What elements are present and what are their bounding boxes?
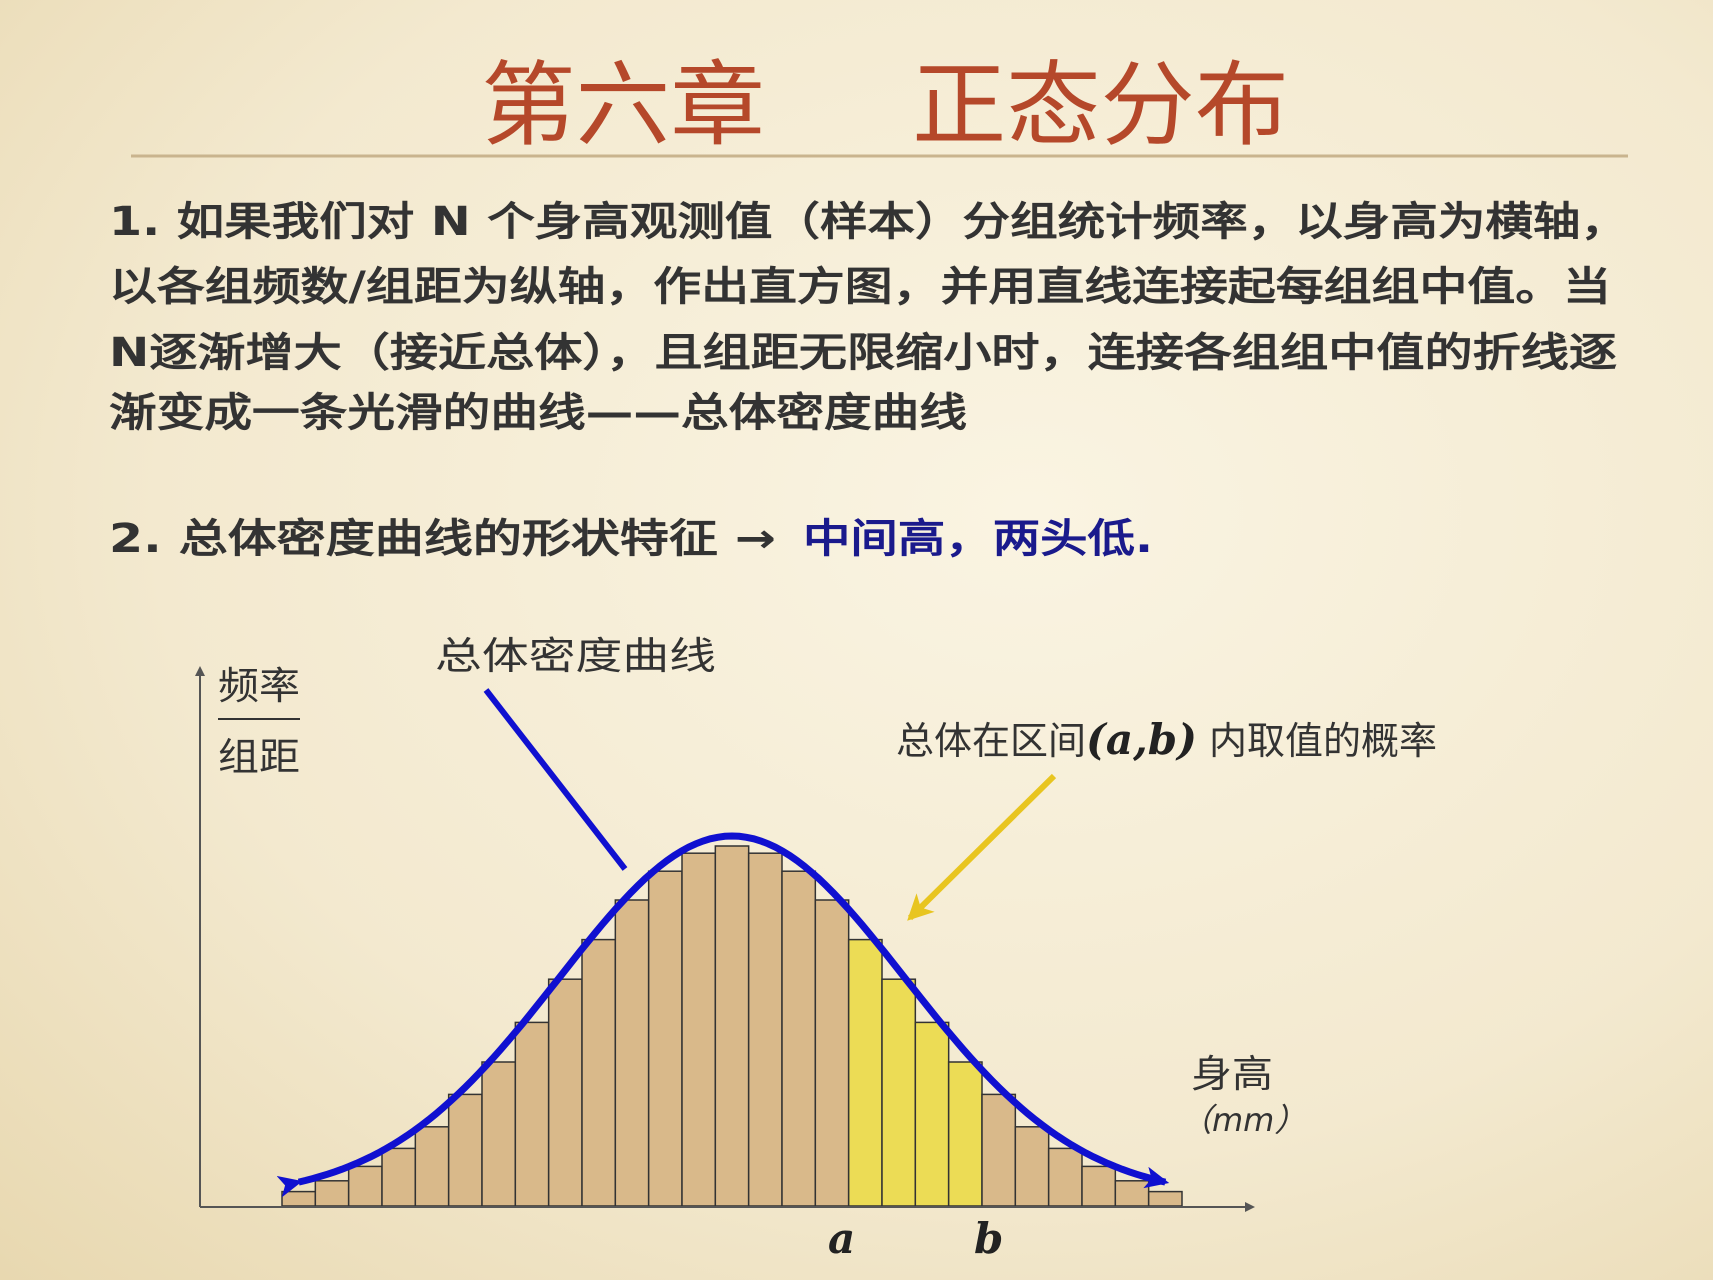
histogram-bar: [681, 852, 717, 1207]
interval-label: 总体在区间(a,b) 内取值的概率: [896, 715, 1437, 764]
histogram-bar: [647, 870, 683, 1207]
histogram-bar: [314, 1180, 350, 1207]
histogram-bar: [614, 899, 650, 1207]
interval-label-suffix: 内取值的概率: [1197, 719, 1437, 763]
paragraph1-line4: 渐变成一条光滑的曲线——总体密度曲线: [109, 390, 967, 436]
topic-title: 正态分布: [912, 52, 1289, 159]
histogram-bar: [381, 1147, 417, 1207]
histogram-bar: [547, 978, 583, 1207]
x-unit: （mm）: [1180, 1101, 1306, 1139]
histogram-bar: [281, 1190, 317, 1207]
histogram-bar: [1081, 1165, 1117, 1207]
histogram-bar-highlighted: [914, 1021, 950, 1207]
histogram-bar: [581, 938, 617, 1207]
curve-label-pointer: [483, 688, 628, 871]
histogram-bar: [447, 1093, 483, 1207]
histogram-bar-highlighted: [881, 978, 917, 1207]
y-label-denominator: 组距: [218, 735, 300, 779]
histogram-bar: [747, 852, 783, 1207]
histogram-bar: [1114, 1180, 1150, 1207]
histogram-bar: [514, 1021, 550, 1207]
paragraph2-highlight: 中间高，两头低.: [803, 516, 1153, 562]
paragraph2-prefix: 2. 总体密度曲线的形状特征 →: [109, 516, 776, 562]
curve-label: 总体密度曲线: [435, 634, 716, 678]
histogram-bar: [1147, 1190, 1183, 1207]
histogram-bar: [1014, 1126, 1050, 1207]
histogram-bar: [781, 870, 817, 1207]
histogram-bar: [1047, 1147, 1083, 1207]
y-label-numerator: 频率: [218, 664, 300, 708]
paragraph1-line2: 以各组频数/组距为纵轴，作出直方图，并用直线连接起每组组中值。当: [109, 264, 1611, 310]
histogram-bar-highlighted: [947, 1061, 983, 1207]
paragraph1-line1: 1. 如果我们对 N 个身高观测值（样本）分组统计频率，以身高为横轴，: [109, 199, 1628, 245]
chapter-title: 第六章: [481, 52, 765, 159]
interval-mark-a: a: [828, 1214, 855, 1263]
interval-label-prefix: 总体在区间: [896, 719, 1086, 763]
histogram-bar: [981, 1093, 1017, 1207]
histogram-bar: [347, 1165, 383, 1207]
histogram-bar: [481, 1061, 517, 1207]
interval-label-pointer: [907, 773, 1057, 921]
paragraph1-line3: N逐渐增大（接近总体），且组距无限缩小时，连接各组组中值的折线逐: [109, 330, 1617, 376]
interval-mark-b: b: [974, 1214, 1003, 1263]
histogram-bar: [714, 845, 750, 1207]
density-curve: [276, 832, 1170, 1198]
histogram-bars: [281, 845, 1183, 1207]
interval-label-math: (a,b): [1086, 715, 1197, 764]
histogram-bar: [414, 1126, 450, 1207]
x-label: 身高: [1191, 1052, 1273, 1096]
histogram-bar-highlighted: [847, 938, 883, 1207]
histogram-bar: [814, 899, 850, 1207]
